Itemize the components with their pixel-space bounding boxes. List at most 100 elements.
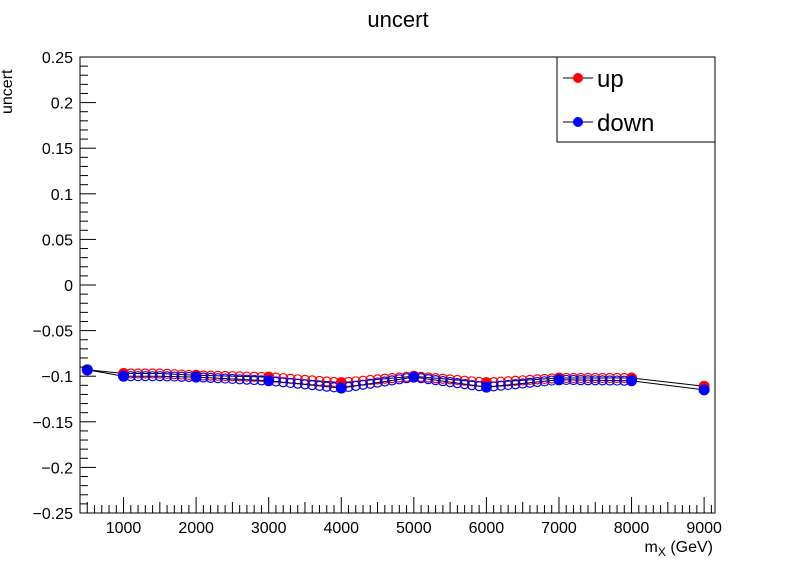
x-tick-label: 5000 <box>396 520 432 537</box>
data-point-open <box>503 379 514 391</box>
y-axis-title: uncert <box>0 69 16 114</box>
data-point-open <box>307 380 318 391</box>
data-point-open <box>575 375 586 386</box>
data-point-open <box>299 379 311 390</box>
data-point-open <box>459 375 470 386</box>
data-point-open <box>532 376 543 388</box>
data-point-open <box>357 379 369 390</box>
x-axis-title-unit: (GeV) <box>666 539 713 556</box>
x-tick-label: 7000 <box>541 520 577 537</box>
data-point-open <box>365 374 376 386</box>
data-point <box>698 384 710 396</box>
data-point-open <box>394 374 405 385</box>
data-point-open <box>611 372 623 384</box>
data-point-open <box>220 370 231 382</box>
legend-entry-up: up <box>563 66 624 93</box>
data-point-open <box>147 371 158 382</box>
axes: −0.25 −0.2 −0.15 −0.1 −0.05 0 0.05 0.1 0.15 0.2 0.… <box>33 50 722 537</box>
y-tick-label: 0.1 <box>51 187 73 204</box>
data-point-open <box>597 375 608 386</box>
y-tick-label: −0.2 <box>41 460 73 477</box>
data-point-open <box>590 375 601 386</box>
data-point-open <box>495 380 507 391</box>
x-tick-label: 8000 <box>614 520 650 537</box>
data-point-open <box>292 378 303 389</box>
data-point-open <box>524 377 536 388</box>
data-point-open <box>503 376 514 387</box>
data-point-open <box>234 374 245 385</box>
legend: up down <box>556 56 716 143</box>
data-point <box>118 370 130 382</box>
data-point-open <box>517 378 528 389</box>
data-point-open <box>372 377 383 388</box>
data-point-open <box>510 379 521 390</box>
data-point-open <box>430 375 441 386</box>
data-point-open <box>568 374 579 386</box>
y-tick-label: 0.15 <box>42 141 73 158</box>
x-tick-label: 4000 <box>323 520 359 537</box>
chart-title: uncert <box>367 7 428 32</box>
data-point-open <box>132 371 144 382</box>
data-point-open <box>249 374 260 386</box>
data-point-open <box>169 371 180 382</box>
y-tick-label: 0.25 <box>42 50 73 67</box>
data-point-open <box>423 374 434 385</box>
legend-entry-down: down <box>563 110 654 137</box>
data-point <box>626 375 638 387</box>
x-axis-title-subscript: X <box>658 545 666 559</box>
data-point-open <box>314 380 325 391</box>
y-tick-label: 0.2 <box>51 96 73 113</box>
y-tick-label: 0 <box>64 278 73 295</box>
data-point-open <box>212 373 223 384</box>
data-point-open <box>604 372 615 384</box>
data-point-open <box>452 378 463 389</box>
data-point-open <box>539 376 550 387</box>
data-point-open <box>154 368 165 379</box>
data-point-open <box>445 377 456 388</box>
x-tick-label: 3000 <box>251 520 287 537</box>
data-point-open <box>466 376 477 387</box>
y-tick-label: −0.05 <box>33 324 74 341</box>
series-layer <box>81 364 710 396</box>
y-tick-label: −0.25 <box>33 506 74 523</box>
data-point-open <box>350 380 361 391</box>
data-point <box>335 382 347 394</box>
data-point-open <box>379 376 390 387</box>
data-point-open <box>205 372 216 383</box>
data-point-open <box>459 379 470 390</box>
data-point <box>553 374 565 386</box>
data-point-open <box>321 381 332 392</box>
data-point-open <box>161 368 173 379</box>
data-point-open <box>582 375 594 386</box>
data-point-open <box>147 368 158 379</box>
x-tick-label: 2000 <box>178 520 214 537</box>
data-point-open <box>140 368 151 379</box>
legend-marker-down <box>573 117 583 127</box>
legend-box <box>556 56 716 143</box>
data-point <box>480 381 492 393</box>
data-point-open <box>154 371 165 382</box>
data-point-open <box>140 371 151 382</box>
data-point-open <box>285 377 296 389</box>
y-tick-label: 0.05 <box>42 232 73 249</box>
data-point-open <box>386 375 398 386</box>
data-point-open <box>220 373 231 384</box>
data-point <box>190 371 202 383</box>
data-point-open <box>611 375 623 386</box>
data-point-open <box>176 371 187 382</box>
data-point <box>408 371 420 383</box>
x-axis-title-main: m <box>645 539 658 556</box>
x-tick-label: 9000 <box>686 520 722 537</box>
x-tick-label: 1000 <box>106 520 142 537</box>
data-point-open <box>227 373 238 385</box>
data-point-open <box>365 378 376 389</box>
data-point-open <box>604 375 615 386</box>
y-tick-label: −0.1 <box>41 369 73 386</box>
data-point-open <box>321 376 332 387</box>
data-point-open <box>466 380 477 391</box>
x-axis-title: mX (GeV) <box>645 539 713 559</box>
series-down <box>81 364 710 396</box>
x-tick-label: 6000 <box>469 520 505 537</box>
data-point-open <box>161 371 173 382</box>
